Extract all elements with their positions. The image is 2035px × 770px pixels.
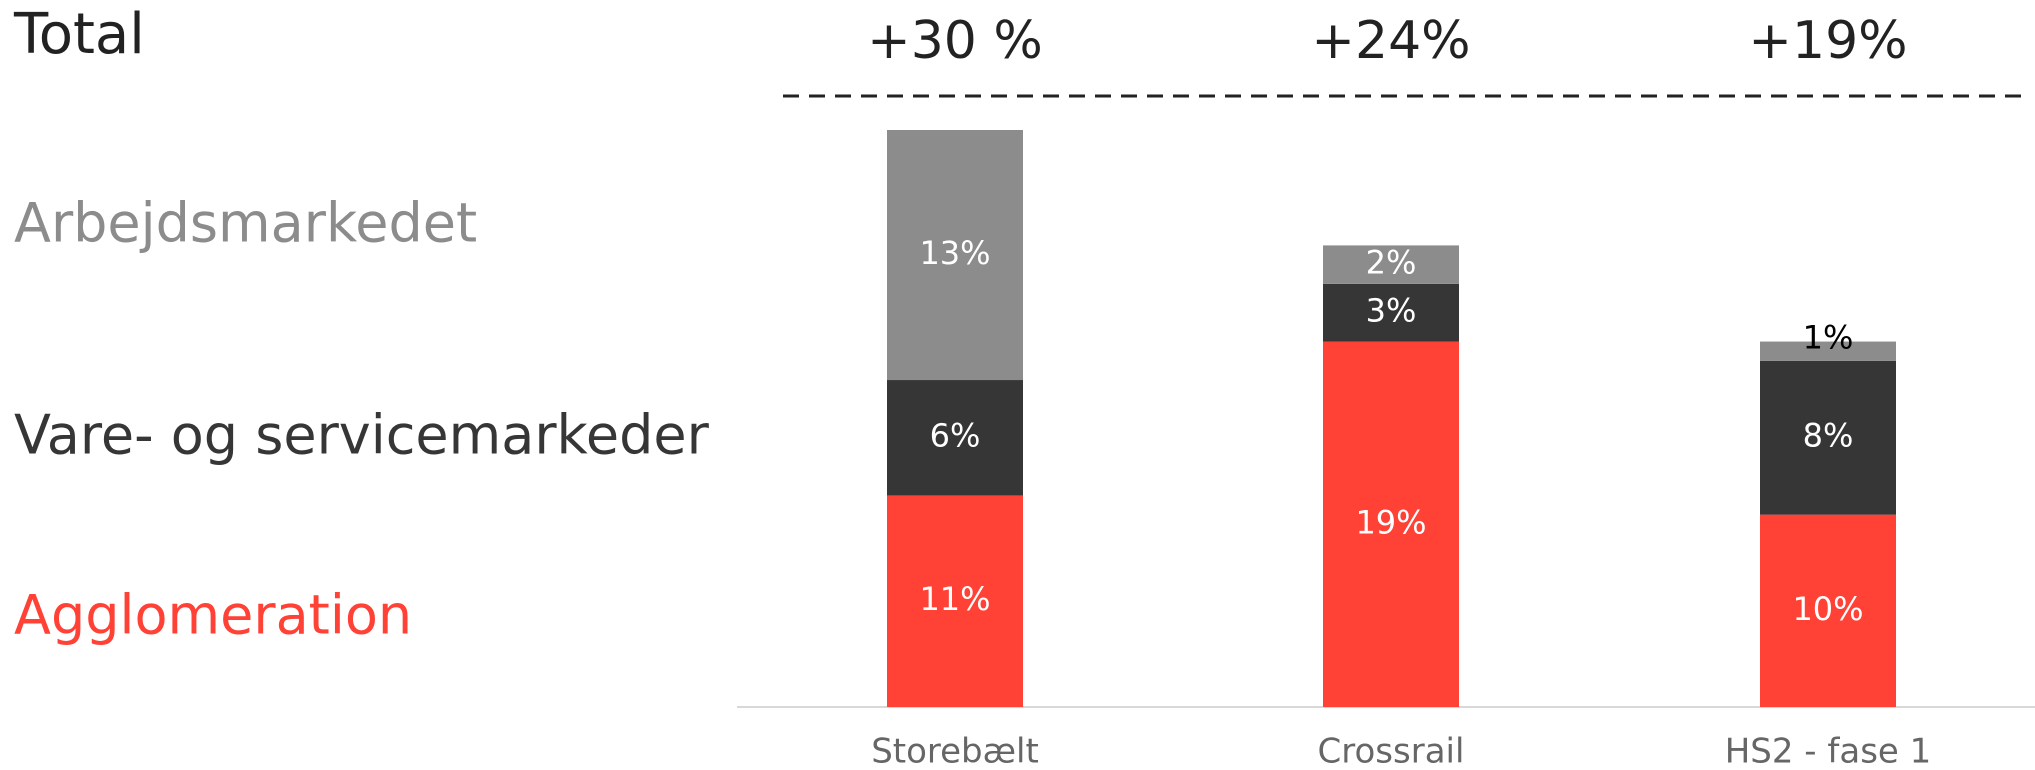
total-label: +30 % — [867, 11, 1043, 71]
chart-title: Total — [13, 2, 145, 67]
bar-segment — [887, 130, 1023, 381]
legend-label: Vare- og servicemarkeder — [14, 404, 710, 467]
value-label: 6% — [930, 417, 981, 455]
total-label: +19% — [1748, 11, 1907, 71]
value-label: 3% — [1366, 292, 1417, 330]
bar-segment — [1760, 341, 1896, 361]
value-label: 8% — [1803, 417, 1854, 455]
value-label: 19% — [1355, 503, 1426, 541]
x-tick-label: Crossrail — [1318, 732, 1465, 770]
x-tick-label: Storebælt — [871, 732, 1039, 770]
legend-label: Agglomeration — [14, 584, 412, 647]
bar-segment — [887, 495, 1023, 707]
value-label: 13% — [919, 234, 990, 272]
x-tick-label: HS2 - fase 1 — [1725, 732, 1932, 770]
value-label: 11% — [919, 580, 990, 618]
legend-label: Arbejdsmarkedet — [14, 192, 477, 255]
bar-segment — [1760, 514, 1896, 707]
bar-segment — [1760, 360, 1896, 515]
value-label: 2% — [1366, 244, 1417, 282]
value-label: 10% — [1792, 590, 1863, 628]
bar-segment — [1323, 245, 1459, 284]
bar-segment — [887, 380, 1023, 496]
bar-segment — [1323, 341, 1459, 707]
bar-segment — [1323, 283, 1459, 342]
total-label: +24% — [1311, 11, 1470, 71]
value-label: 1% — [1803, 319, 1854, 357]
